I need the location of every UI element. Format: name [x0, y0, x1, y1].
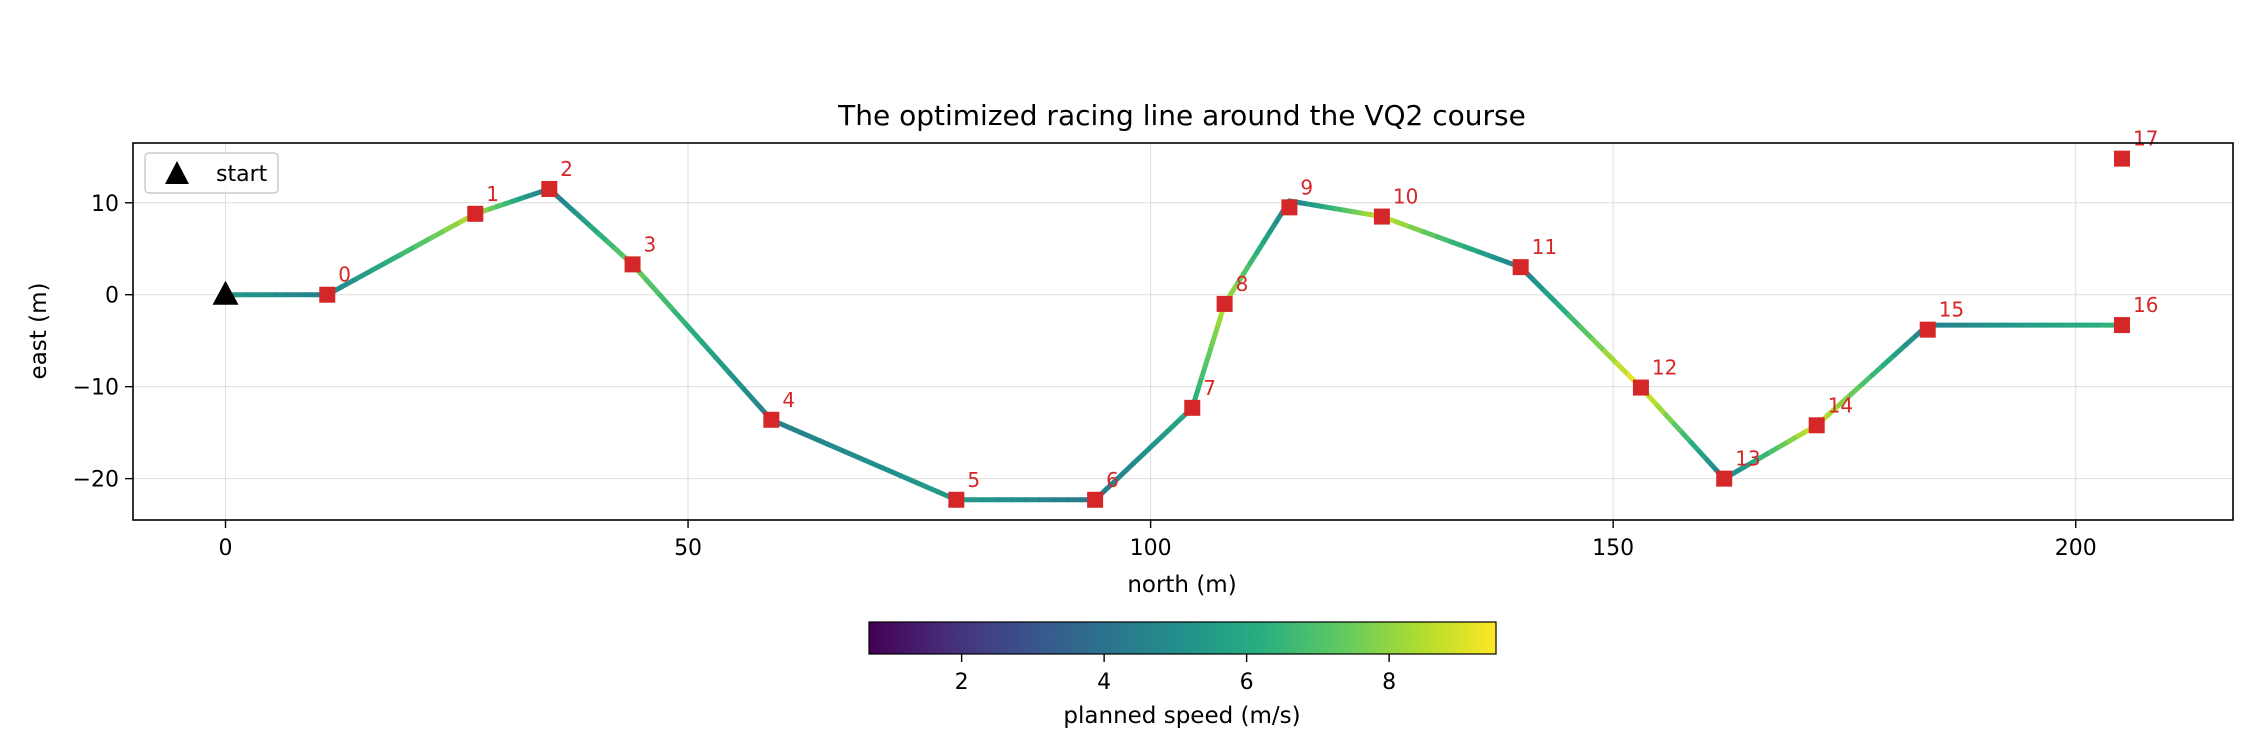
racing-line	[223, 186, 2125, 503]
racing-line-segment	[671, 308, 691, 330]
waypoint-marker	[1919, 321, 1936, 338]
racing-line-segment	[1530, 276, 1548, 294]
legend-start-label: start	[216, 162, 268, 187]
racing-line-segment	[861, 457, 885, 471]
waypoint-label: 13	[1735, 447, 1760, 471]
colorbar: 2 4 6 8 planned speed (m/s)	[868, 621, 1497, 729]
racing-line-segment	[741, 386, 760, 407]
y-tick-label: −10	[73, 376, 119, 401]
waypoint-label: 0	[338, 263, 351, 287]
racing-line-segment	[1590, 336, 1608, 354]
x-tick-label: 100	[1130, 536, 1172, 561]
colorbar-label: planned speed (m/s)	[1063, 703, 1300, 729]
waypoint-label: 14	[1828, 393, 1853, 417]
waypoint-label: 11	[1532, 235, 1557, 259]
waypoint-marker	[1373, 208, 1390, 225]
colorbar-ticks: 2 4 6 8	[955, 654, 1396, 695]
racing-line-segment	[339, 276, 360, 290]
waypoint-marker	[1087, 491, 1104, 508]
plot-frame	[132, 142, 2234, 521]
racing-line-segment	[824, 441, 848, 455]
waypoint-label: 9	[1300, 175, 1313, 199]
waypoint-markers	[212, 150, 2130, 508]
x-tick-label: 0	[219, 536, 233, 561]
racing-line-segment	[916, 481, 941, 495]
colorbar-tick-label: 8	[1382, 670, 1396, 695]
waypoint-label: 5	[967, 468, 980, 492]
x-axis-label: north (m)	[1127, 572, 1236, 598]
legend: start	[144, 152, 279, 194]
grid-lines	[133, 143, 2233, 520]
chart-title: The optimized racing line around the VQ2…	[837, 99, 1526, 132]
racing-line-segment	[842, 449, 867, 463]
start-marker	[212, 280, 239, 305]
waypoint-marker	[541, 180, 558, 197]
racing-line-segment	[898, 473, 922, 487]
waypoint-marker	[1512, 259, 1529, 276]
x-tick-label: 50	[674, 536, 702, 561]
racing-line-segment	[369, 259, 389, 273]
waypoint-marker	[624, 256, 641, 273]
racing-line-segment	[1578, 324, 1596, 342]
waypoint-label: 16	[2133, 293, 2158, 317]
waypoint-label: 4	[782, 388, 795, 412]
waypoint-label: 17	[2133, 127, 2158, 151]
x-tick-label: 150	[1592, 536, 1634, 561]
racing-line-segment	[657, 292, 677, 314]
waypoint-marker	[1184, 399, 1201, 416]
waypoint-marker	[467, 205, 484, 222]
racing-line-segment	[413, 235, 434, 249]
racing-line-segment	[398, 243, 419, 257]
colorbar-tick-label: 4	[1097, 670, 1111, 695]
racing-line-segment	[879, 465, 904, 479]
waypoint-label: 6	[1106, 468, 1119, 492]
y-tick-label: 0	[105, 284, 119, 309]
racing-line-segment	[787, 425, 811, 439]
racing-line-segment	[1554, 300, 1572, 318]
racing-line-segment	[713, 355, 733, 376]
waypoint-label: 3	[644, 232, 657, 256]
waypoint-marker	[1716, 470, 1733, 487]
colorbar-tick-label: 6	[1240, 670, 1254, 695]
racing-line-segment	[1542, 288, 1560, 306]
racing-line-segment	[1566, 312, 1584, 330]
waypoint-marker	[1808, 417, 1825, 434]
racing-line-segment	[383, 251, 404, 265]
racing-line-segment	[1602, 348, 1620, 366]
racing-line-segment	[354, 267, 375, 282]
y-tick-label: 10	[91, 192, 119, 217]
y-tick-label: −20	[73, 468, 119, 493]
racing-line-segment	[443, 219, 463, 233]
waypoint-marker	[2113, 150, 2130, 167]
waypoint-label: 8	[1236, 272, 1249, 296]
waypoint-marker	[1216, 295, 1233, 312]
waypoint-label: 2	[560, 157, 573, 181]
waypoint-marker	[1632, 379, 1649, 396]
waypoint-marker	[2113, 317, 2130, 334]
racing-line-segment	[805, 433, 830, 447]
y-axis-label: east (m)	[26, 283, 52, 380]
racing-line-segment	[685, 324, 705, 345]
racing-line-segment	[727, 370, 747, 392]
colorbar-tick-label: 2	[955, 670, 969, 695]
x-tick-label: 200	[2055, 536, 2097, 561]
waypoint-marker	[1281, 199, 1298, 216]
waypoint-label: 12	[1652, 356, 1677, 380]
waypoint-label: 1	[486, 182, 499, 206]
racing-line-segment	[1614, 360, 1632, 379]
racing-line-segment	[643, 277, 663, 298]
waypoint-label: 15	[1939, 298, 1964, 322]
waypoint-label: 7	[1203, 376, 1216, 400]
legend-start-marker	[165, 161, 189, 184]
waypoint-marker	[948, 491, 965, 508]
colorbar-gradient	[868, 621, 1497, 655]
racing-line-segment	[699, 339, 719, 361]
waypoint-marker	[319, 286, 336, 303]
waypoint-label: 10	[1393, 185, 1418, 209]
racing-line-segment	[428, 227, 449, 241]
waypoint-marker	[763, 411, 780, 428]
